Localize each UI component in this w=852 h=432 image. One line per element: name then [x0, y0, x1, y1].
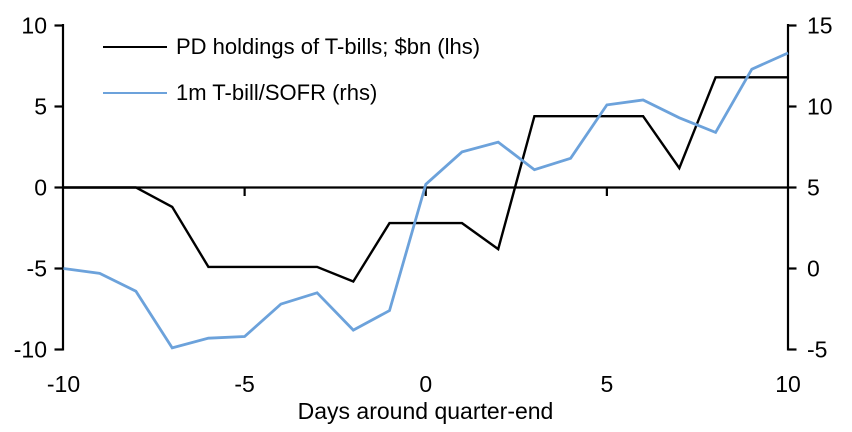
right-tick-label: 15 [807, 13, 833, 39]
right-tick-label: 5 [807, 175, 820, 201]
x-tick-label: 0 [419, 371, 432, 397]
right-tick-label: 10 [807, 94, 833, 120]
left-tick-label: 10 [21, 13, 47, 39]
series-line-blue [63, 51, 789, 350]
legend-line-swatch-blue [103, 92, 167, 94]
series-lines [63, 51, 789, 350]
left-tick-label: -5 [27, 256, 47, 282]
x-tick-label: -5 [234, 371, 254, 397]
x-axis-title: Days around quarter-end [298, 398, 554, 424]
x-tick-label: -10 [47, 371, 80, 397]
x-tick-label: 10 [775, 371, 801, 397]
left-tick-label: -10 [14, 337, 47, 363]
left-tick-label: 5 [34, 94, 47, 120]
x-axis-ticks: -10 -5 0 5 10 [47, 187, 801, 397]
legend-label: 1m T-bill/SOFR (rhs) [176, 80, 378, 105]
series-line-black [63, 76, 788, 283]
legend-line-swatch-black [103, 46, 167, 48]
legend-item: 1m T-bill/SOFR (rhs) [103, 82, 480, 104]
right-tick-label: -5 [807, 337, 827, 363]
right-axis-ticks: 15 10 5 0 -5 [788, 13, 833, 363]
legend-label: PD holdings of T-bills; $bn (lhs) [176, 34, 481, 59]
legend: PD holdings of T-bills; $bn (lhs) 1m T-b… [103, 36, 480, 104]
x-tick-label: 5 [600, 371, 613, 397]
right-tick-label: 0 [807, 256, 820, 282]
left-axis-ticks: 10 5 0 -5 -10 [14, 13, 63, 363]
legend-item: PD holdings of T-bills; $bn (lhs) [103, 36, 480, 58]
left-tick-label: 0 [34, 175, 47, 201]
